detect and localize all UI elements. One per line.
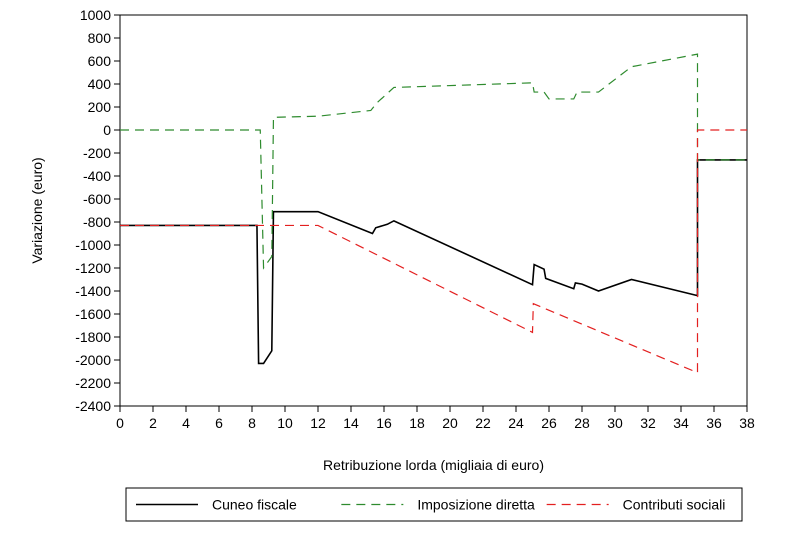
x-tick-label: 10 bbox=[277, 415, 293, 431]
y-tick-label: -600 bbox=[83, 191, 111, 207]
x-tick-label: 4 bbox=[182, 415, 190, 431]
legend-box bbox=[125, 487, 743, 522]
x-tick-label: 36 bbox=[706, 415, 722, 431]
x-tick-label: 20 bbox=[442, 415, 458, 431]
y-tick-label: -2200 bbox=[75, 375, 111, 391]
y-tick-label: -1400 bbox=[75, 283, 111, 299]
plot-area: 10008006004002000-200-400-600-800-1000-1… bbox=[75, 7, 755, 431]
x-tick-label: 0 bbox=[116, 415, 124, 431]
legend: Cuneo fiscale Imposizione diretta Contribu… bbox=[125, 487, 743, 522]
x-tick-label: 8 bbox=[248, 415, 256, 431]
y-tick-label: 800 bbox=[88, 30, 112, 46]
x-tick-label: 14 bbox=[343, 415, 359, 431]
y-axis: 1000 800 600 400 200 0 -200 -400 -600 -800 -1000 -1… bbox=[75, 7, 120, 414]
x-tick-label: 32 bbox=[640, 415, 656, 431]
y-tick-label: -2400 bbox=[75, 398, 111, 414]
y-tick-label: -800 bbox=[83, 214, 111, 230]
y-tick-label: 0 bbox=[103, 122, 111, 138]
series-line-1 bbox=[120, 159, 747, 365]
x-tick-label: 18 bbox=[409, 415, 425, 431]
legend-label-3: Contributi sociali bbox=[623, 497, 726, 513]
y-tick-label: 600 bbox=[88, 53, 112, 69]
x-tick-label: 6 bbox=[215, 415, 223, 431]
x-tick-label: 30 bbox=[607, 415, 623, 431]
y-axis-title: Variazione (euro) bbox=[29, 157, 45, 263]
y-tick-label: -200 bbox=[83, 145, 111, 161]
y-tick-label: -2000 bbox=[75, 352, 111, 368]
series-line-2 bbox=[120, 53, 747, 270]
legend-items: Cuneo fiscale Imposizione diretta Contribu… bbox=[136, 497, 725, 513]
series-line-3 bbox=[120, 129, 747, 374]
series-layer bbox=[120, 53, 747, 374]
y-tick-label: -1800 bbox=[75, 329, 111, 345]
y-tick-label: -1000 bbox=[75, 237, 111, 253]
x-tick-label: 12 bbox=[310, 415, 326, 431]
x-tick-label: 26 bbox=[541, 415, 557, 431]
x-axis: 0 2 4 6 8 10 12 14 16 18 20 22 24 26 28 30 32 34 36 38 bbox=[116, 406, 755, 431]
x-tick-label: 38 bbox=[739, 415, 755, 431]
legend-label-1: Cuneo fiscale bbox=[212, 497, 297, 513]
y-tick-label: -1600 bbox=[75, 306, 111, 322]
y-tick-label: -400 bbox=[83, 168, 111, 184]
x-tick-label: 24 bbox=[508, 415, 524, 431]
x-tick-label: 28 bbox=[574, 415, 590, 431]
x-axis-title: Retribuzione lorda (migliaia di euro) bbox=[323, 457, 544, 473]
y-tick-label: 1000 bbox=[80, 7, 111, 23]
x-tick-label: 16 bbox=[376, 415, 392, 431]
x-tick-label: 2 bbox=[149, 415, 157, 431]
x-tick-label: 22 bbox=[475, 415, 491, 431]
y-tick-label: 200 bbox=[88, 99, 112, 115]
plot-frame bbox=[119, 14, 748, 407]
y-tick-label: -1200 bbox=[75, 260, 111, 276]
legend-label-2: Imposizione diretta bbox=[417, 497, 535, 513]
x-tick-label: 34 bbox=[673, 415, 689, 431]
y-tick-label: 400 bbox=[88, 76, 112, 92]
